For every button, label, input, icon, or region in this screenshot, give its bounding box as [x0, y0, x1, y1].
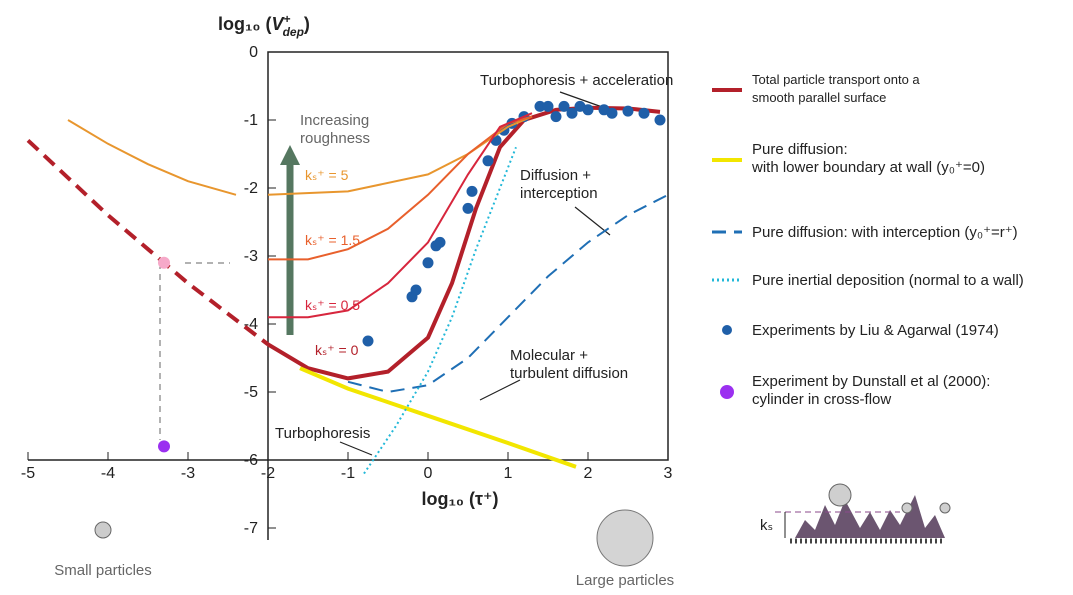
legend-label: Pure diffusion:: [752, 141, 848, 158]
y-tick-label: -2: [244, 180, 258, 197]
point: [467, 186, 478, 197]
large-particle: [597, 510, 653, 566]
x-tick-label: -2: [261, 465, 275, 482]
legend-label: Pure inertial deposition (normal to a wa…: [752, 272, 1024, 289]
annotation: Large particles: [576, 572, 674, 589]
annotation: kₛ: [760, 517, 773, 534]
y-axis-title-part: ): [304, 14, 310, 34]
curve-label: kₛ⁺ = 0.5: [305, 297, 360, 313]
particle: [940, 503, 950, 513]
arrow: [340, 442, 372, 455]
legend-label: Pure diffusion: with interception (y₀⁺=r…: [752, 224, 1018, 241]
line: [300, 368, 576, 467]
x-axis-title: log₁₀ (τ⁺): [421, 489, 498, 509]
legend-label: with lower boundary at wall (y₀⁺=0): [751, 159, 985, 176]
x-tick-label: -1: [341, 465, 355, 482]
curve-label: kₛ⁺ = 1.5: [305, 232, 360, 248]
point: [639, 108, 650, 119]
curve-label: kₛ⁺ = 0: [315, 342, 359, 358]
point: [158, 440, 170, 452]
particle: [829, 484, 851, 506]
chart: -5-4-3-2-10123-7-6-5-4-3-2-10log₁₀ (τ⁺)l…: [0, 0, 1073, 590]
point: [411, 285, 422, 296]
legend-label: Experiment by Dunstall et al (2000):: [752, 373, 990, 390]
point: [623, 106, 634, 117]
y-axis-title-part: dep: [283, 25, 304, 39]
legend-swatch: [722, 325, 732, 335]
y-tick-label: 0: [249, 44, 258, 61]
x-tick-label: -5: [21, 465, 35, 482]
roughness: [795, 495, 945, 538]
y-tick-label: -3: [244, 248, 258, 265]
annotation: roughness: [300, 130, 370, 147]
point: [543, 101, 554, 112]
point: [607, 108, 618, 119]
annotation: Increasing: [300, 112, 369, 129]
arrow: [480, 380, 520, 400]
point: [655, 115, 666, 126]
particle: [902, 503, 912, 513]
y-axis-title-part: log₁₀ (: [218, 14, 272, 34]
roughness-arrow-head: [280, 145, 300, 165]
y-tick-label: -5: [244, 384, 258, 401]
annotation: Diffusion +: [520, 167, 591, 184]
x-tick-label: 2: [584, 465, 593, 482]
annotation: Small particles: [54, 562, 152, 579]
point: [435, 237, 446, 248]
y-axis-title-part: +: [284, 12, 291, 26]
point: [551, 111, 562, 122]
point: [583, 104, 594, 115]
legend-label: Experiments by Liu & Agarwal (1974): [752, 322, 999, 339]
x-tick-label: 0: [424, 465, 433, 482]
y-axis-title: log₁₀ (V+dep): [218, 12, 310, 39]
annotation: interception: [520, 185, 598, 202]
x-tick-label: -3: [181, 465, 195, 482]
legend-label: Total particle transport onto a: [752, 72, 920, 87]
legend-label: smooth parallel surface: [752, 90, 886, 105]
line: [28, 140, 268, 344]
annotation: Molecular +: [510, 347, 588, 364]
curve-label: kₛ⁺ = 5: [305, 167, 349, 183]
x-tick-label: 3: [664, 465, 673, 482]
annotation: Turbophoresis + acceleration: [480, 72, 673, 89]
x-tick-label: 1: [504, 465, 513, 482]
point: [158, 257, 170, 269]
annotation: turbulent diffusion: [510, 365, 628, 382]
point: [363, 336, 374, 347]
point: [463, 203, 474, 214]
point: [423, 257, 434, 268]
small-particle: [95, 522, 111, 538]
point: [483, 155, 494, 166]
legend-label: cylinder in cross-flow: [752, 391, 891, 408]
legend-swatch: [720, 385, 734, 399]
annotation: Turbophoresis: [275, 425, 370, 442]
y-tick-label: -1: [244, 112, 258, 129]
y-tick-label: -6: [244, 452, 258, 469]
x-tick-label: -4: [101, 465, 115, 482]
y-tick-label: -7: [244, 520, 258, 537]
